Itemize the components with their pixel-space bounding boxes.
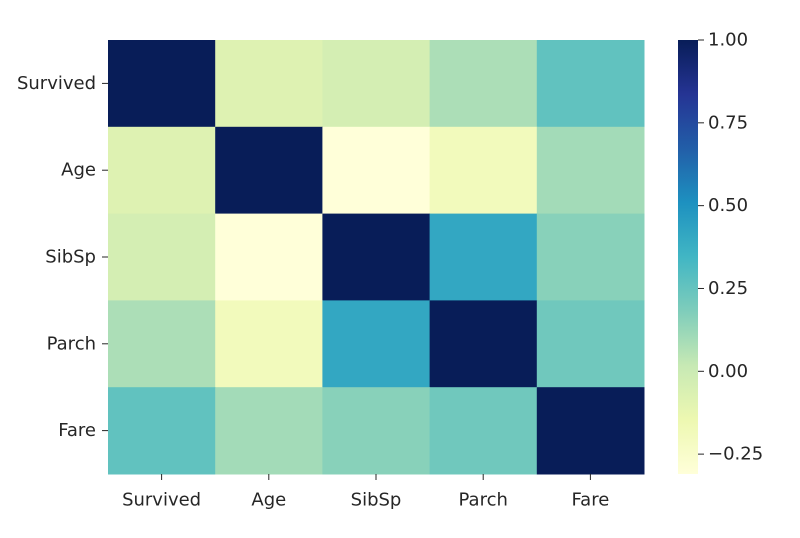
- heatmap-cell: [429, 40, 538, 128]
- heatmap-cell: [429, 300, 538, 388]
- heatmap-cell: [215, 40, 323, 128]
- heatmap-cell: [108, 387, 216, 475]
- heatmap-cell: [108, 300, 216, 388]
- heatmap-cell: [536, 126, 645, 215]
- x-tick-label: Fare: [571, 490, 609, 511]
- x-tick-label: Age: [251, 490, 286, 511]
- colorbar-tick-label: 0.25: [708, 278, 748, 299]
- y-tick-label: Age: [61, 160, 96, 181]
- x-tick-labels: Survived Age SibSp Parch Fare: [122, 474, 609, 511]
- heatmap-cell: [536, 300, 645, 388]
- heatmap-cell: [429, 387, 538, 475]
- colorbar-tick-label: −0.25: [708, 444, 763, 465]
- heatmap-cell: [536, 213, 645, 301]
- heatmap-cell: [108, 40, 216, 128]
- y-tick-label: SibSp: [45, 247, 96, 268]
- colorbar-tick-label: 1.00: [708, 30, 748, 51]
- heatmap-cell: [536, 40, 645, 128]
- heatmap-cell: [108, 126, 216, 215]
- heatmap-cell: [215, 387, 323, 475]
- y-tick-label: Fare: [58, 420, 96, 441]
- heatmap-cell: [322, 126, 431, 215]
- heatmap-cell: [322, 40, 431, 128]
- heatmap-cell: [215, 213, 323, 301]
- heatmap-cell: [215, 300, 323, 388]
- colorbar-tick-label: 0.50: [708, 195, 748, 216]
- heatmap-cell: [322, 300, 431, 388]
- heatmap-cell: [536, 387, 645, 475]
- heatmap-cells: [108, 40, 645, 475]
- heatmap-cell: [215, 126, 323, 215]
- heatmap-cell: [108, 213, 216, 301]
- colorbar-gradient: [678, 40, 698, 474]
- colorbar-tick-label: 0.75: [708, 112, 748, 133]
- heatmap-cell: [429, 126, 538, 215]
- y-tick-label: Parch: [47, 333, 96, 354]
- x-tick-label: Survived: [122, 490, 201, 511]
- x-tick-label: SibSp: [351, 490, 402, 511]
- heatmap-cell: [322, 213, 431, 301]
- y-tick-labels: Survived Age SibSp Parch Fare: [17, 73, 108, 441]
- y-tick-label: Survived: [17, 73, 96, 94]
- heatmap-cell: [322, 387, 431, 475]
- colorbar: 1.00 0.75 0.50 0.25 0.00 −0.25: [678, 30, 763, 474]
- x-tick-label: Parch: [459, 490, 508, 511]
- colorbar-tick-label: 0.00: [708, 361, 748, 382]
- heatmap-cell: [429, 213, 538, 301]
